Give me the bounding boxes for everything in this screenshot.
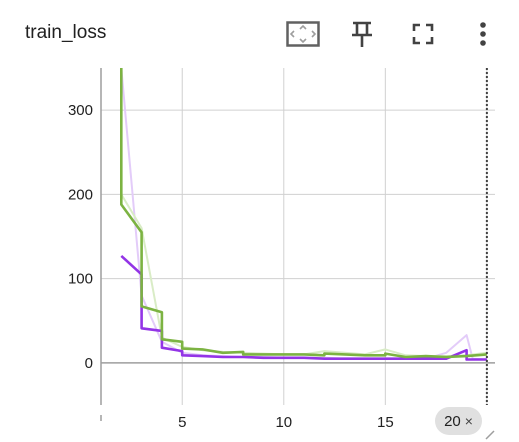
series-line: [120, 68, 488, 359]
x-tick-label: 10: [275, 414, 292, 431]
y-tick-label: 0: [85, 355, 93, 372]
series-line-smoothed-raw: [120, 67, 487, 361]
x-tick-label: 15: [377, 414, 394, 431]
pin-icon: [352, 21, 372, 47]
y-tick-label: 200: [68, 186, 93, 203]
more-vert-icon: [480, 22, 486, 46]
series-line-smoothed-raw: [120, 193, 488, 358]
step-chip-label: 20: [444, 412, 461, 430]
axes: [100, 68, 488, 421]
series-lines: [120, 67, 488, 361]
series-line: [120, 254, 487, 361]
fullscreen-icon: [412, 23, 434, 45]
step-chip[interactable]: 20 ×: [435, 407, 482, 435]
x-tick-label: 5: [178, 414, 186, 431]
fit-to-domain-button[interactable]: [285, 16, 321, 52]
close-icon[interactable]: ×: [464, 413, 473, 429]
y-tick-label: 300: [68, 102, 93, 119]
y-tick-label: 100: [68, 271, 93, 288]
fit-to-domain-icon: [286, 21, 320, 47]
pin-button[interactable]: [344, 16, 380, 52]
more-options-button[interactable]: [465, 16, 501, 52]
tick-labels: 0 100 200 300 5 10 15: [68, 102, 394, 431]
resize-handle-icon[interactable]: [483, 428, 495, 440]
fullscreen-button[interactable]: [405, 16, 441, 52]
card-title: train_loss: [25, 22, 107, 43]
